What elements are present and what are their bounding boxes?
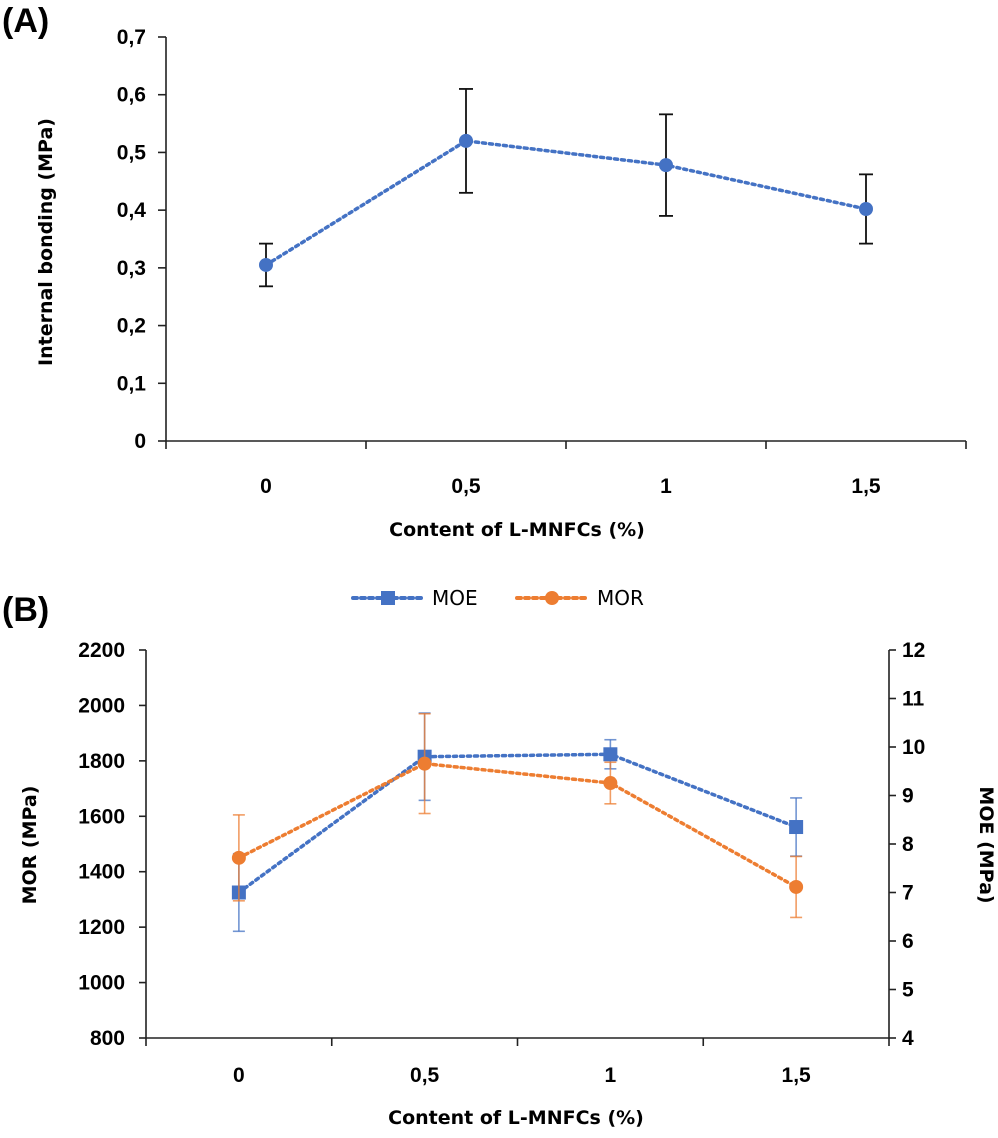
data-point-moe [789,820,804,835]
legend-moe-label: MOE [432,586,478,610]
series-line-internal-bonding [264,139,868,267]
chart-b-legend: MOE MOR [351,586,644,610]
data-point-mor [789,879,804,894]
x-tick-label: 1,5 [782,1064,812,1087]
left-y-tick-label: 1000 [78,972,125,995]
legend-mor-marker [545,591,559,605]
chart-a-ticks: 0 0,1 0,2 0,3 0,4 0,5 0,6 0,7 0 0,5 1 1,5 [117,26,967,498]
chart-a-axes [165,37,966,442]
data-point-mor [417,756,432,771]
right-y-tick-label: 11 [902,688,925,711]
chart-a: (A) 0 0,1 0,2 0,3 0,4 0,5 0,6 0,7 0 0,5 1 1,5 Inter… [2,2,967,541]
y-tick-label: 0 [134,430,146,453]
right-y-tick-label: 5 [902,979,914,1002]
right-y-tick-label: 10 [902,736,925,759]
y-tick-label: 0,1 [117,372,147,395]
left-y-tick-label: 1800 [78,750,125,773]
chart-a-marks [259,88,873,288]
chart-b: (B) MOE MOR 800 1000 1200 1400 1600 1800 2000 2… [2,586,997,1129]
chart-b-right-axis-title: MOE (MPa) [975,786,997,903]
chart-a-y-axis-title: Internal bonding (MPa) [35,118,57,366]
right-y-tick-label: 12 [902,639,925,662]
data-point [459,133,473,148]
data-point-moe [603,747,618,762]
left-y-tick-label: 1200 [78,916,125,939]
right-y-tick-label: 4 [902,1027,914,1050]
data-point [259,257,273,272]
right-y-tick-label: 6 [902,930,914,953]
data-point [659,158,673,173]
chart-b-marks [231,712,804,933]
left-y-tick-label: 2200 [78,639,125,662]
chart-a-x-axis-title: Content of L-MNFCs (%) [389,519,645,541]
data-point [859,201,873,216]
data-point-mor [603,776,618,791]
left-y-tick-label: 800 [90,1027,125,1050]
chart-b-ticks: 8001000120014001600180020002200456789101… [78,639,925,1087]
y-tick-label: 0,3 [117,257,146,280]
left-y-tick-label: 1400 [78,861,125,884]
x-tick-label: 1 [660,475,672,498]
y-tick-label: 0,5 [117,141,147,164]
x-tick-label: 0,5 [410,1064,440,1087]
x-tick-label: 0,5 [451,475,481,498]
x-tick-label: 0 [260,475,272,498]
right-y-tick-label: 9 [902,785,914,808]
left-y-tick-label: 1600 [78,805,125,828]
left-y-tick-label: 2000 [78,694,125,717]
chart-b-x-axis-title: Content of L-MNFCs (%) [388,1107,644,1129]
series-line-mor [237,761,798,889]
legend-moe-marker [381,591,395,605]
y-tick-label: 0,4 [117,199,147,222]
y-tick-label: 0,7 [117,26,146,49]
x-tick-label: 0 [233,1064,245,1087]
chart-b-left-axis-title: MOR (MPa) [19,786,41,905]
y-tick-label: 0,6 [117,84,146,107]
y-tick-label: 0,2 [117,315,146,338]
panel-b-label: (B) [2,591,49,629]
chart-b-axes [145,650,890,1039]
legend-mor-label: MOR [597,586,644,610]
right-y-tick-label: 7 [902,882,914,905]
series-line-moe [237,752,798,895]
panel-a-label: (A) [2,2,49,40]
x-tick-label: 1,5 [851,475,881,498]
right-y-tick-label: 8 [902,833,914,856]
data-point-mor [231,850,246,865]
x-tick-label: 1 [605,1064,617,1087]
